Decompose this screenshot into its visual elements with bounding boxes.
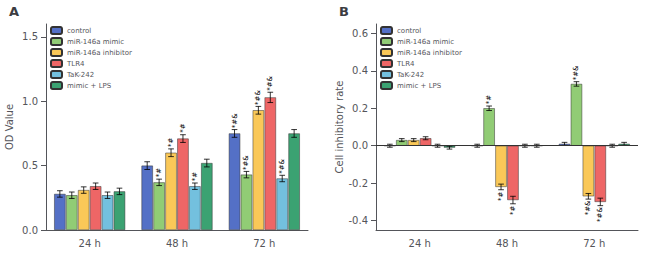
svg-text:72 h: 72 h <box>583 238 605 249</box>
svg-text:48 h: 48 h <box>166 238 188 249</box>
svg-text:72 h: 72 h <box>253 238 275 249</box>
svg-text:*#&: *#& <box>572 65 580 80</box>
svg-text:*#&: *#& <box>584 200 592 215</box>
svg-text:miR-146a mimic: miR-146a mimic <box>397 38 454 46</box>
svg-text:miR-146a mimic: miR-146a mimic <box>67 38 124 46</box>
svg-text:control: control <box>67 27 91 35</box>
svg-text:0.2: 0.2 <box>352 103 368 114</box>
svg-text:mimic + LPS: mimic + LPS <box>397 82 442 90</box>
svg-text:*#&: *#& <box>266 75 274 90</box>
svg-text:B: B <box>339 4 349 19</box>
svg-text:A: A <box>9 4 19 19</box>
svg-text:*#&: *#& <box>242 155 250 170</box>
svg-text:0.6: 0.6 <box>352 28 368 39</box>
svg-text:OD Value: OD Value <box>4 104 15 150</box>
svg-text:48 h: 48 h <box>496 238 518 249</box>
svg-text:*#: *# <box>497 191 505 201</box>
svg-text:*#&: *#& <box>231 113 239 128</box>
svg-text:24 h: 24 h <box>79 238 101 249</box>
svg-text:*#: *# <box>485 95 493 105</box>
svg-text:0.0: 0.0 <box>22 225 38 236</box>
svg-text:-0.4: -0.4 <box>348 215 368 226</box>
svg-text:TLR4: TLR4 <box>396 60 415 68</box>
svg-text:0.5: 0.5 <box>22 160 38 171</box>
svg-text:1.5: 1.5 <box>22 31 38 42</box>
svg-text:*#: *# <box>179 123 187 133</box>
svg-text:24 h: 24 h <box>409 238 431 249</box>
svg-text:TLR4: TLR4 <box>66 60 85 68</box>
svg-text:miR-146a inhibitor: miR-146a inhibitor <box>397 49 462 57</box>
svg-text:0.0: 0.0 <box>352 140 368 151</box>
svg-text:*#&: *#& <box>596 207 604 222</box>
svg-text:TaK-242: TaK-242 <box>396 71 424 79</box>
svg-text:*#: *# <box>167 138 175 148</box>
svg-text:-0.2: -0.2 <box>348 178 368 189</box>
svg-text:*#&: *#& <box>254 90 262 105</box>
svg-text:0.4: 0.4 <box>352 65 368 76</box>
svg-text:*#: *# <box>509 206 517 216</box>
svg-text:*#&: *#& <box>278 159 286 174</box>
svg-text:Cell inhibitory rate: Cell inhibitory rate <box>334 81 345 174</box>
svg-text:1.0: 1.0 <box>22 96 38 107</box>
svg-text:mimic + LPS: mimic + LPS <box>67 82 112 90</box>
svg-text:miR-146a inhibitor: miR-146a inhibitor <box>67 49 132 57</box>
svg-text:*#: *# <box>191 172 199 182</box>
svg-text:TaK-242: TaK-242 <box>66 71 94 79</box>
svg-text:control: control <box>397 27 421 35</box>
svg-text:*#: *# <box>155 168 163 178</box>
